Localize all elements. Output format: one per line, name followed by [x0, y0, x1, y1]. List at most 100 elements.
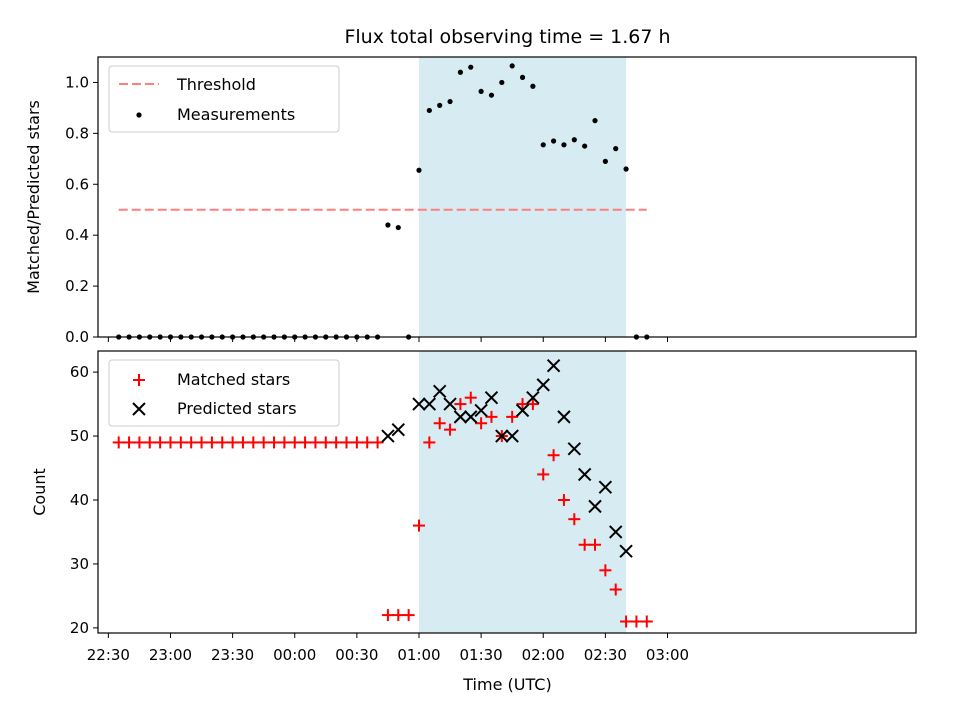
- predicted-star-point: [443, 397, 457, 411]
- measurement-point: [385, 222, 391, 228]
- matched-star-point: [547, 449, 560, 462]
- matched-star-point: [257, 436, 270, 449]
- top-y-ticks: 0.0 0.2 0.4 0.6 0.8 1.0: [65, 73, 98, 346]
- matched-star-point: [350, 436, 363, 449]
- matched-star-point: [609, 583, 622, 596]
- legend-measurements-label: Measurements: [177, 105, 295, 124]
- x-tick-label: 03:00: [646, 646, 689, 664]
- matched-star-point: [516, 398, 529, 411]
- y-tick-label: 0.2: [65, 277, 89, 295]
- measurement-point: [499, 79, 505, 86]
- x-tick-label: 01:30: [459, 646, 502, 664]
- matched-star-point: [526, 398, 539, 411]
- x-tick-label: 00:30: [335, 646, 378, 664]
- matched-star-point: [640, 615, 653, 628]
- matched-star-point: [485, 410, 498, 423]
- predicted-star-point: [577, 467, 592, 482]
- top-x-ticks: [107, 337, 668, 342]
- matched-star-point: [174, 436, 187, 449]
- predicted-star-point: [464, 410, 478, 424]
- measurement-point: [623, 166, 629, 172]
- y-tick-label: 50: [70, 427, 89, 445]
- matched-star-point: [309, 436, 322, 449]
- measurement-point: [468, 64, 474, 70]
- measurement-point: [530, 83, 536, 89]
- matched-star-point: [268, 436, 281, 449]
- predicted-star-point: [391, 422, 405, 437]
- y-tick-label: 0.6: [65, 175, 89, 193]
- matched-star-point: [537, 468, 550, 481]
- predicted-star-point: [598, 480, 613, 494]
- predicted-star-point: [412, 397, 426, 411]
- predicted-star-point: [432, 384, 447, 398]
- y-tick-label: 40: [70, 491, 89, 509]
- x-axis-label: Time (UTC): [462, 675, 551, 694]
- matched-star-point: [288, 436, 301, 449]
- matched-star-point: [185, 436, 198, 449]
- measurement-point: [540, 142, 546, 148]
- matched-star-point: [568, 513, 581, 526]
- measurement-point: [592, 118, 598, 124]
- matched-star-point: [444, 423, 457, 436]
- chart-title: Flux total observing time = 1.67 h: [344, 26, 670, 48]
- matched-star-point: [578, 538, 591, 551]
- x-tick-label: 02:00: [522, 646, 565, 664]
- measurement-point: [478, 88, 484, 94]
- matched-star-point: [402, 609, 415, 622]
- measurement-point: [457, 69, 464, 75]
- matched-star-point: [620, 615, 633, 628]
- count-points: [112, 359, 653, 628]
- matched-star-point: [216, 436, 229, 449]
- measurement-point: [550, 138, 557, 144]
- matched-star-point: [195, 436, 208, 449]
- legend-threshold-label: Threshold: [176, 75, 256, 94]
- legend-predicted-swatch: [132, 402, 146, 416]
- matched-star-point: [112, 436, 125, 449]
- x-tick-label: 22:30: [87, 646, 130, 664]
- x-tick-label: 01:00: [397, 646, 440, 664]
- x-tick-label: 00:00: [273, 646, 316, 664]
- matched-star-point: [506, 410, 519, 423]
- legend-matched-swatch: [133, 374, 145, 386]
- y-tick-label: 20: [70, 619, 89, 637]
- matched-star-point: [423, 436, 436, 449]
- predicted-star-point: [536, 378, 550, 392]
- measurement-point: [395, 224, 401, 231]
- predicted-star-point: [453, 410, 468, 424]
- matched-star-point: [164, 436, 177, 449]
- matched-star-point: [464, 391, 477, 404]
- matched-star-point: [236, 436, 249, 449]
- matched-star-point: [630, 615, 643, 628]
- measurement-point: [426, 107, 432, 114]
- predicted-star-point: [546, 359, 561, 373]
- matched-star-point: [557, 493, 570, 506]
- matched-star-point: [433, 417, 446, 430]
- bottom-panel: 20 30 40 50 60 22:30 23:00 23:30 00:00 00:30 01:0…: [30, 350, 917, 694]
- predicted-star-point: [495, 429, 509, 443]
- x-tick-label: 23:00: [149, 646, 192, 664]
- matched-star-point: [299, 436, 312, 449]
- bottom-shaded-region: [418, 351, 627, 633]
- legend-predicted-label: Predicted stars: [177, 399, 297, 418]
- legend-measurement-swatch: [136, 112, 142, 118]
- y-tick-label: 0.0: [65, 328, 89, 346]
- predicted-star-point: [609, 525, 623, 539]
- matched-star-point: [454, 398, 467, 411]
- matched-star-point: [133, 436, 146, 449]
- predicted-star-point: [474, 403, 488, 418]
- measurement-point: [437, 102, 443, 108]
- matched-star-point: [412, 519, 425, 532]
- measurement-point: [582, 143, 588, 149]
- x-tick-label: 02:30: [584, 646, 627, 664]
- matched-star-point: [589, 538, 602, 551]
- matched-star-point: [226, 436, 239, 449]
- predicted-star-point: [526, 390, 540, 405]
- bottom-axes-frame: [97, 350, 917, 634]
- bottom-x-ticks: 22:30 23:00 23:30 00:00 00:30 01:00 01:30 02:00…: [87, 633, 689, 664]
- top-shaded-region: [418, 57, 627, 337]
- matched-star-point: [278, 436, 291, 449]
- y-tick-label: 60: [70, 363, 89, 381]
- predicted-star-point: [381, 429, 395, 443]
- predicted-star-point: [505, 429, 519, 443]
